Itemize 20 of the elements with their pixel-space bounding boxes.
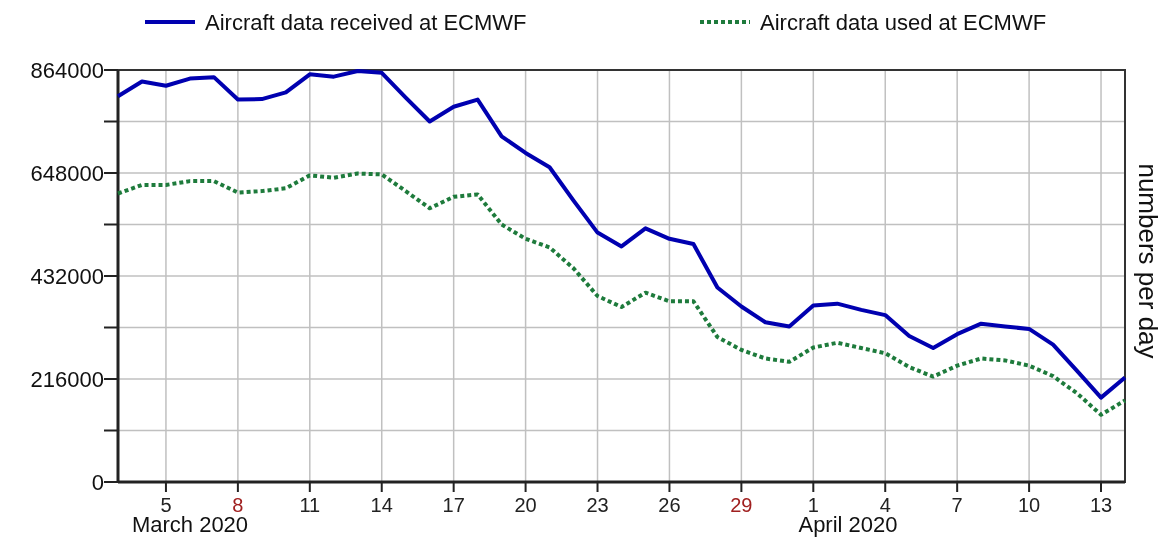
x-tick-label: 14 [370,494,393,516]
y-axis-title: numbers per day [1133,163,1163,359]
y-tick-label: 864000 [30,57,104,83]
x-tick-label: 10 [1017,494,1041,516]
y-tick-label: 216000 [30,366,104,392]
x-tick-label: 13 [1089,494,1113,516]
x-tick-label: 20 [514,494,537,516]
y-tick-label: 0 [91,469,104,495]
y-tick-label: 648000 [30,160,104,186]
legend-label: Aircraft data received at ECMWF [205,9,527,35]
x-tick-label: 26 [658,494,681,516]
x-tick-label: 7 [951,494,963,516]
x-tick-label: 29 [730,494,753,516]
line-series [116,171,1127,417]
x-tick-label: 11 [299,494,321,516]
x-tick-label: 23 [586,494,609,516]
y-tick-label: 432000 [30,263,104,289]
line-series [116,68,1127,400]
x-tick-label: 17 [442,494,465,516]
legend-label: Aircraft data used at ECMWF [760,9,1047,35]
